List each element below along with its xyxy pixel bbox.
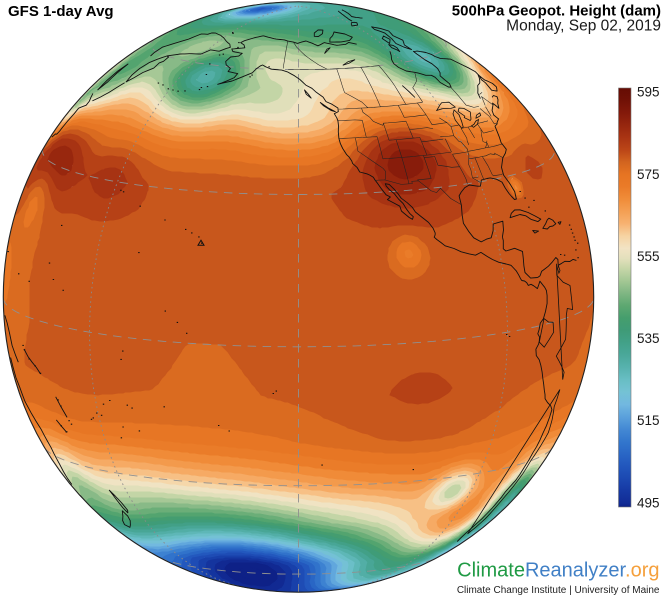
svg-text:595: 595 — [637, 85, 660, 100]
svg-text:Monday, Sep 02, 2019: Monday, Sep 02, 2019 — [506, 18, 661, 35]
svg-text:500hPa Geopot. Height (dam): 500hPa Geopot. Height (dam) — [452, 3, 661, 20]
svg-text:515: 515 — [637, 413, 660, 428]
svg-text:GFS 1-day Avg: GFS 1-day Avg — [8, 3, 114, 20]
svg-text:ClimateReanalyzer.org: ClimateReanalyzer.org — [457, 560, 659, 582]
svg-text:495: 495 — [637, 495, 660, 510]
svg-text:Climate Change Institute | Uni: Climate Change Institute | University of… — [457, 585, 660, 596]
svg-text:575: 575 — [637, 167, 660, 182]
svg-text:555: 555 — [637, 249, 660, 264]
svg-text:535: 535 — [637, 331, 660, 346]
